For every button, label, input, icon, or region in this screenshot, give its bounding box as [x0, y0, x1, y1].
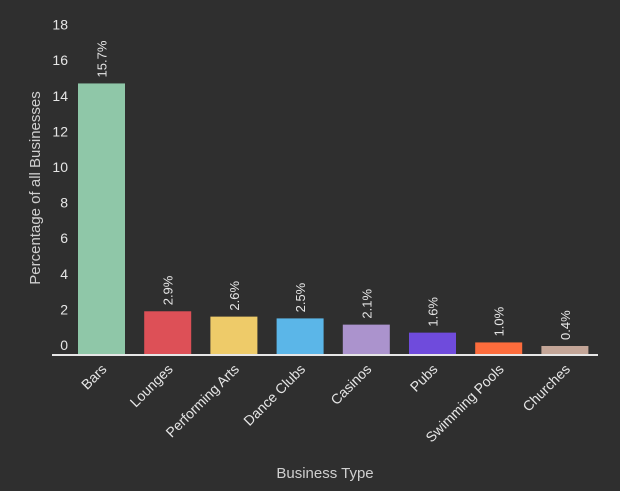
x-tick-label: Churches [519, 361, 573, 415]
bar-casinos [342, 324, 390, 354]
x-tick-label: Dance Clubs [240, 361, 308, 429]
y-tick-label: 10 [52, 159, 68, 175]
y-tick-label: 2 [60, 301, 68, 317]
data-label: 1.6% [426, 297, 441, 327]
y-tick-label: 4 [60, 266, 68, 282]
x-tick-label: Pubs [407, 361, 441, 395]
data-label: 2.5% [293, 282, 308, 312]
bar-series [78, 83, 589, 354]
x-tick-label: Bars [78, 361, 110, 393]
data-label: 1.0% [492, 306, 507, 336]
y-axis-title: Percentage of all Businesses [27, 91, 44, 284]
y-tick-label: 6 [60, 230, 68, 246]
x-tick-label: Casinos [327, 361, 374, 408]
bar-bars [78, 83, 125, 354]
data-label: 2.6% [227, 281, 242, 311]
bar-swimming-pools [475, 342, 523, 354]
bar-pubs [409, 332, 456, 354]
y-tick-label: 18 [52, 17, 68, 33]
y-tick-label: 14 [52, 88, 68, 104]
data-label: 0.4% [558, 310, 573, 340]
y-tick-label: 16 [52, 52, 68, 68]
data-label: 15.7% [95, 40, 110, 77]
bar-lounges [144, 311, 192, 354]
bar-dance-clubs [276, 318, 324, 354]
bar-churches [541, 345, 589, 354]
x-axis-title: Business Type [276, 465, 373, 482]
y-tick-label: 8 [60, 195, 68, 211]
bar-performing-arts [210, 316, 258, 354]
y-tick-label: 0 [60, 337, 68, 353]
data-label: 2.1% [359, 289, 374, 319]
y-axis-ticks: 0 2 4 6 8 10 12 14 16 18 [52, 17, 68, 353]
x-tick-label: Lounges [127, 361, 176, 410]
y-tick-label: 12 [52, 123, 68, 139]
data-label: 2.9% [161, 275, 176, 305]
data-labels: 15.7% 2.9% 2.6% 2.5% 2.1% 1.6% 1.0% 0.4% [95, 40, 573, 340]
